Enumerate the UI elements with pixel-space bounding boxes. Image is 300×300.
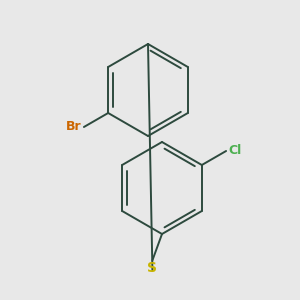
Text: Br: Br <box>66 121 82 134</box>
Text: S: S <box>147 261 158 275</box>
Text: Cl: Cl <box>228 145 241 158</box>
